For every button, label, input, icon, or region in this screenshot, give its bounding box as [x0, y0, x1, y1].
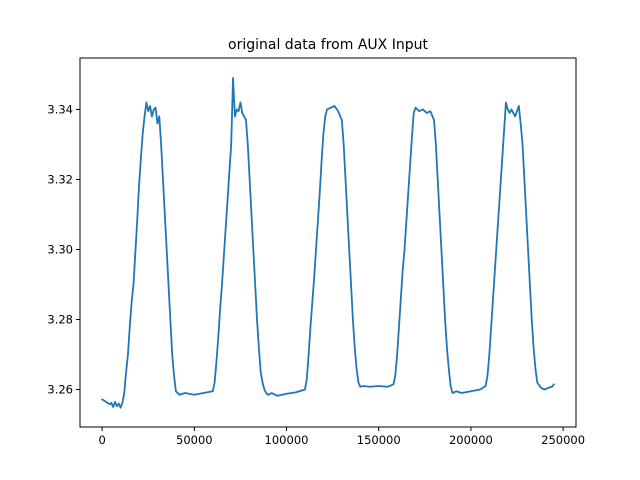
y-axis: 3.26 3.28 3.30 3.32 3.34 — [47, 102, 80, 397]
chart-title: original data from AUX Input — [228, 37, 428, 53]
y-tick-label: 3.26 — [47, 383, 73, 397]
x-tick-label: 150000 — [357, 433, 401, 447]
x-tick-label: 100000 — [265, 433, 309, 447]
y-tick-label: 3.28 — [47, 313, 73, 327]
x-axis: 0 50000 100000 150000 200000 250000 — [98, 427, 585, 447]
plot-area — [79, 57, 577, 428]
x-tick-label: 250000 — [541, 433, 585, 447]
series-layer — [101, 77, 555, 409]
x-tick-label: 50000 — [176, 433, 213, 447]
series-line-0 — [101, 77, 555, 409]
x-tick-label: 200000 — [449, 433, 493, 447]
y-tick-label: 3.34 — [47, 102, 73, 116]
y-tick-label: 3.32 — [47, 172, 73, 186]
y-tick-label: 3.30 — [47, 243, 73, 257]
x-tick-label: 0 — [98, 433, 105, 447]
